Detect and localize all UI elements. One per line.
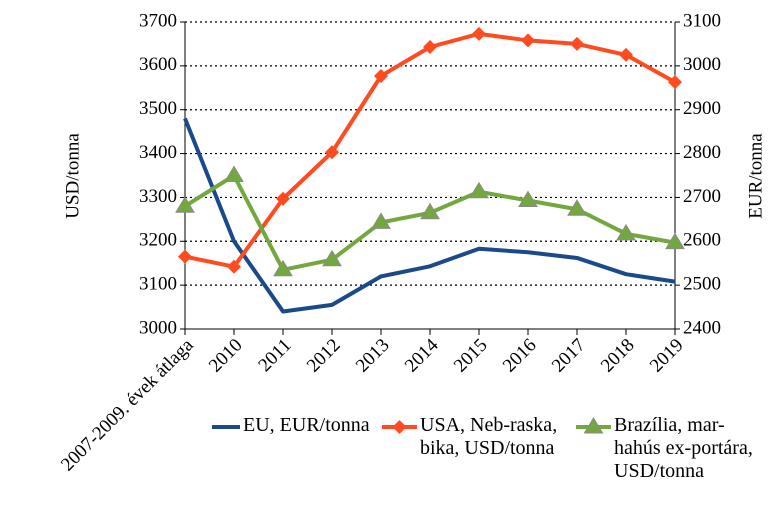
x-tick-label: 2018 xyxy=(597,335,639,377)
triangle-marker xyxy=(583,417,604,434)
legend-label: USA, Neb-raska, bika, USD/tonna xyxy=(420,414,558,459)
diamond-marker xyxy=(668,75,682,90)
diamond-marker xyxy=(392,420,407,434)
diamond-marker xyxy=(325,145,339,160)
y2-tick-label: 2400 xyxy=(683,317,721,338)
series-line xyxy=(184,31,676,269)
triangle-marker xyxy=(322,249,342,267)
diamond-marker xyxy=(570,36,584,51)
x-tick-label: 2014 xyxy=(401,334,443,376)
y2-tick-label: 2700 xyxy=(683,186,721,207)
y-axis-label: USD/tonna xyxy=(62,133,83,219)
triangle-marker xyxy=(567,199,587,216)
x-tick-label: 2013 xyxy=(352,335,394,377)
y2-tick-label: 3000 xyxy=(683,54,721,75)
x-tick-label: 2016 xyxy=(499,335,541,377)
diamond-marker xyxy=(521,33,535,48)
x-tick-label: 2012 xyxy=(303,335,345,377)
y-tick-label: 3400 xyxy=(139,142,177,163)
y-tick-label: 3100 xyxy=(139,274,177,295)
triangle-marker xyxy=(224,165,244,182)
diamond-marker xyxy=(227,259,241,274)
y-tick-label: 3600 xyxy=(139,54,177,75)
x-tick-label: 2015 xyxy=(450,335,492,377)
y2-tick-label: 2600 xyxy=(683,230,721,251)
legend-label: EU, EUR/tonna xyxy=(243,414,370,436)
triangle-marker xyxy=(665,232,685,250)
y-tick-label: 3300 xyxy=(139,186,177,207)
y-tick-label: 3000 xyxy=(139,317,177,338)
legend-label: Brazília, mar-hahús ex-portára, USD/tonn… xyxy=(614,414,753,482)
y2-axis-label: EUR/tonna xyxy=(745,133,766,219)
triangle-marker xyxy=(175,196,195,213)
x-tick-label: 2010 xyxy=(205,335,247,377)
diamond-marker xyxy=(276,191,290,206)
x-tick-label: 2007-2009. évek átlaga xyxy=(57,334,198,475)
diamond-marker xyxy=(619,47,633,62)
y2-tick-label: 3100 xyxy=(683,10,721,31)
y-tick-label: 3500 xyxy=(139,98,177,119)
triangle-marker xyxy=(518,190,538,207)
x-tick-label: 2017 xyxy=(548,335,590,377)
series-line xyxy=(183,117,676,314)
y2-tick-label: 2500 xyxy=(683,274,721,295)
y-tick-label: 3200 xyxy=(139,230,177,251)
diamond-marker xyxy=(178,249,192,264)
diamond-marker xyxy=(374,68,388,83)
x-tick-label: 2011 xyxy=(254,335,295,376)
y2-tick-label: 2800 xyxy=(683,142,721,163)
triangle-marker xyxy=(420,202,440,220)
triangle-marker xyxy=(616,223,636,241)
x-tick-label: 2019 xyxy=(646,335,688,377)
triangle-marker xyxy=(371,212,391,229)
triangle-marker xyxy=(273,259,293,277)
y2-tick-label: 2900 xyxy=(683,98,721,119)
y-tick-label: 3700 xyxy=(139,10,177,31)
diamond-marker xyxy=(472,26,486,41)
series-line xyxy=(183,173,676,272)
triangle-marker xyxy=(469,181,489,199)
diamond-marker xyxy=(423,39,437,54)
